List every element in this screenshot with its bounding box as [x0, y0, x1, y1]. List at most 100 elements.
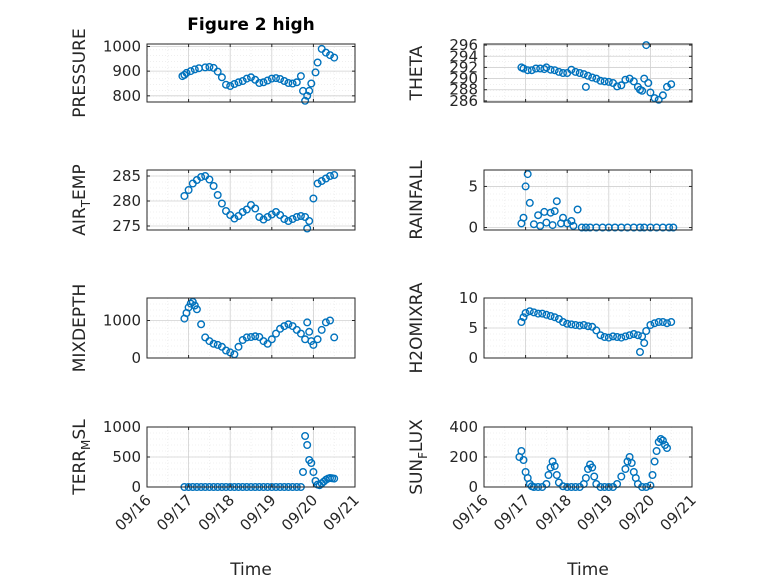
- data-point: [542, 310, 551, 319]
- data-point: [205, 63, 214, 72]
- data-point: [571, 321, 580, 330]
- data-point: [575, 68, 584, 77]
- data-point: [596, 76, 605, 85]
- data-point: [255, 333, 264, 342]
- data-point: [544, 471, 553, 480]
- x-tick-label: 09/16: [112, 491, 155, 534]
- data-point: [636, 223, 645, 232]
- data-point: [301, 432, 310, 441]
- data-point: [575, 321, 584, 330]
- y-tick-label: 5: [468, 177, 478, 195]
- data-point: [255, 78, 264, 87]
- data-point: [621, 332, 630, 341]
- data-point: [548, 221, 557, 230]
- data-point: [617, 81, 626, 90]
- y-axis-label: H2OMIXRA: [407, 282, 427, 373]
- y-tick-label: 292: [449, 58, 478, 76]
- y-axis-label: MIXDEPTH: [70, 284, 90, 373]
- data-point: [292, 78, 301, 87]
- data-point: [255, 212, 264, 221]
- data-point: [259, 78, 268, 87]
- data-point: [313, 179, 322, 188]
- x-tick-label: 09/19: [236, 491, 279, 534]
- data-point: [559, 68, 568, 77]
- data-point: [230, 214, 239, 223]
- data-point: [567, 320, 576, 329]
- data-point: [550, 313, 559, 322]
- data-point: [251, 204, 260, 213]
- data-point: [280, 214, 289, 223]
- y-tick-label: 5: [468, 319, 478, 337]
- data-point: [221, 80, 230, 89]
- data-point: [317, 325, 326, 334]
- data-point: [213, 67, 222, 76]
- data-point: [180, 70, 189, 79]
- data-point: [221, 206, 230, 215]
- data-point: [573, 205, 582, 214]
- y-tick-label: 1000: [103, 37, 141, 55]
- data-point: [517, 447, 526, 456]
- plot-area: [147, 44, 355, 102]
- data-point: [217, 199, 226, 208]
- data-point: [525, 198, 534, 207]
- y-tick-label: 296: [449, 36, 478, 54]
- data-point: [569, 221, 578, 230]
- data-point: [629, 330, 638, 339]
- data-point: [197, 172, 206, 181]
- data-point: [186, 67, 195, 76]
- data-point: [658, 436, 667, 445]
- data-point: [330, 474, 339, 483]
- subplot-mixdepth: 0 1000 MIXDEPTH: [70, 284, 356, 373]
- x-tick-label: 09/20: [278, 491, 321, 534]
- data-point: [217, 73, 226, 82]
- data-point: [305, 86, 314, 95]
- data-point: [542, 63, 551, 72]
- data-point: [280, 76, 289, 85]
- data-point: [309, 340, 318, 349]
- data-point: [600, 77, 609, 86]
- data-point: [584, 71, 593, 80]
- axes-box: [146, 43, 356, 103]
- data-point: [629, 77, 638, 86]
- data-point: [529, 308, 538, 317]
- data-point: [242, 333, 251, 342]
- x-axis-label: Time: [566, 560, 609, 580]
- data-point: [613, 333, 622, 342]
- data-point: [567, 65, 576, 74]
- y-axis-label: SUNFLUX: [407, 419, 430, 495]
- subplot-rainfall: 0 5 RAINFALL: [407, 160, 693, 240]
- data-point: [190, 65, 199, 74]
- data-point: [519, 313, 528, 322]
- data-point: [246, 333, 255, 342]
- data-point: [242, 205, 251, 214]
- data-point: [621, 75, 630, 84]
- y-tick-label: 0: [468, 349, 478, 367]
- data-point: [604, 333, 613, 342]
- data-point: [330, 333, 339, 342]
- data-point: [284, 216, 293, 225]
- data-point: [321, 48, 330, 57]
- data-point: [326, 316, 335, 325]
- y-tick-label: 1000: [103, 312, 141, 330]
- data-point: [521, 309, 530, 318]
- data-point: [546, 208, 555, 217]
- data-point: [305, 327, 314, 336]
- data-point: [584, 465, 593, 474]
- data-point: [311, 68, 320, 77]
- y-tick-label: 1000: [103, 418, 141, 436]
- data-point: [301, 96, 310, 105]
- x-axis-label: Time: [229, 560, 272, 580]
- data-point: [650, 319, 659, 328]
- data-point: [263, 339, 272, 348]
- data-point: [563, 319, 572, 328]
- data-point: [554, 67, 563, 76]
- data-point: [234, 78, 243, 87]
- data-point: [640, 339, 649, 348]
- data-point: [519, 64, 528, 73]
- data-point: [665, 223, 674, 232]
- data-point: [667, 318, 676, 327]
- subplot-h2omixra: 0 5 10 H2OMIXRA: [407, 282, 693, 374]
- data-point: [646, 481, 655, 490]
- figure-title: Figure 2 high: [187, 15, 315, 35]
